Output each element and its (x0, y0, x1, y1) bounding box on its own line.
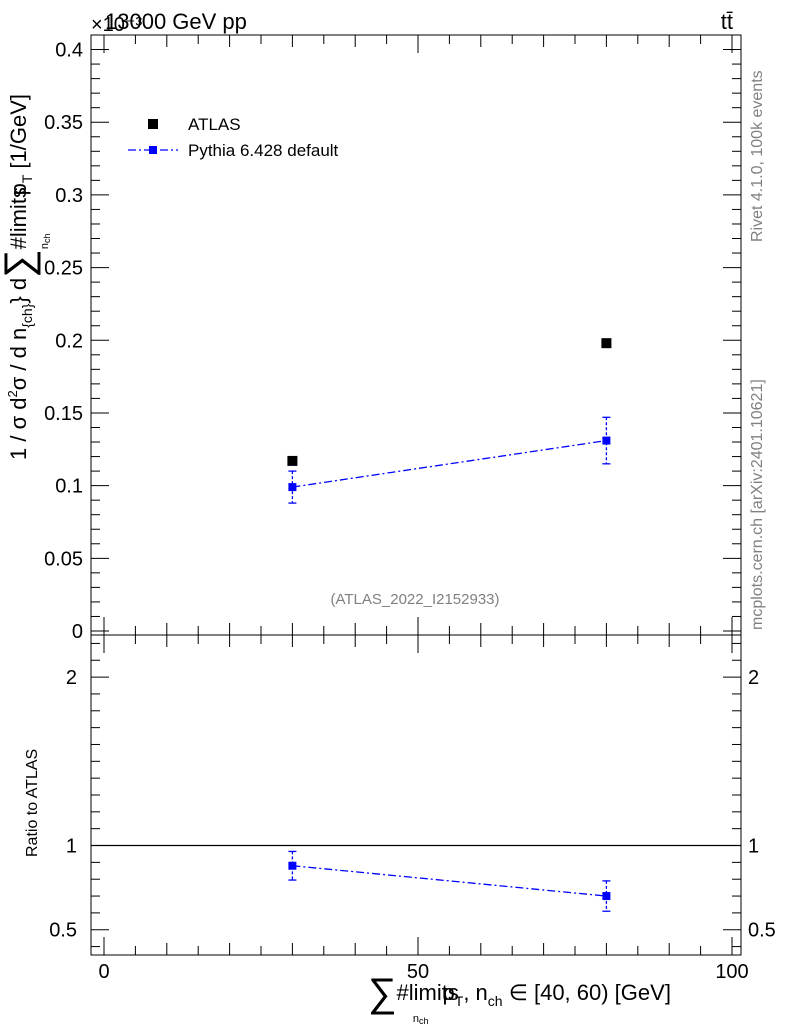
pythia-point (602, 436, 611, 445)
exponent-label: ×10⁻³ (91, 14, 142, 36)
ratio-y-tick-label-right: 1 (748, 836, 759, 858)
main-y-tick-label: 0.3 (55, 185, 83, 207)
legend-atlas-marker (148, 119, 158, 129)
ratio-pythia-point (602, 892, 611, 901)
ratio-y-tick-label-left: 0.5 (49, 920, 77, 942)
main-y-tick-label: 0 (72, 621, 83, 643)
main-y-tick-label: 0.2 (55, 330, 83, 352)
x-axis-label: ∑#limits nchpT, nch ∈ [40, 60) [GeV] (368, 971, 671, 1024)
ratio-y-tick-label-left: 2 (66, 667, 77, 689)
ratio-x-tick-label: 50 (407, 961, 429, 983)
main-y-tick-labels: 0 0.05 0.1 0.15 0.2 0.25 0.3 0.35 0.4 (44, 40, 83, 643)
energy-label: 13000 GeV pp (105, 9, 247, 34)
ratio-panel-frame (90, 634, 742, 956)
ratio-axis-ticks (91, 635, 741, 955)
ratio-pythia-point (288, 861, 297, 870)
ratio-y-tick-label-right: 2 (748, 667, 759, 689)
ratio-pythia-line (292, 865, 607, 897)
legend: ATLAS Pythia 6.428 default (128, 115, 339, 160)
process-label: tt̄ (721, 9, 733, 34)
main-data-marks (287, 338, 612, 504)
main-y-axis-label: 1 / σ d2σ / d n{ch}} d∑#limits nchpT[1/Ge… (0, 94, 52, 460)
main-y-tick-label: 0.35 (44, 112, 83, 134)
mcplots-label: mcplots.cern.ch [arXiv:2401.10621] (749, 379, 766, 630)
main-y-tick-label: 0.25 (44, 258, 83, 280)
pythia-point (288, 483, 297, 492)
atlas-point (287, 455, 298, 466)
ratio-x-tick-label: 0 (98, 961, 109, 983)
main-axis-ticks (91, 34, 741, 635)
analysis-watermark: (ATLAS_2022_I2152933) (330, 591, 499, 608)
main-y-tick-label: 0.15 (44, 403, 83, 425)
main-y-tick-label: 0.1 (55, 476, 83, 498)
pythia-line (292, 439, 607, 488)
atlas-point (601, 338, 612, 349)
legend-pythia-label: Pythia 6.428 default (188, 141, 339, 160)
ratio-x-tick-label: 100 (715, 961, 748, 983)
ratio-data-marks (288, 850, 611, 912)
ratio-y-tick-label-left: 1 (66, 836, 77, 858)
main-y-tick-label: 0.4 (55, 40, 83, 62)
ratio-y-tick-label-right: 0.5 (748, 920, 776, 942)
main-y-tick-label: 0.05 (44, 548, 83, 570)
rivet-label: Rivet 4.1.0, 100k events (749, 70, 766, 242)
legend-atlas-label: ATLAS (188, 115, 241, 134)
ratio-y-axis-label: Ratio to ATLAS (24, 749, 41, 857)
legend-pythia-marker (149, 146, 157, 154)
